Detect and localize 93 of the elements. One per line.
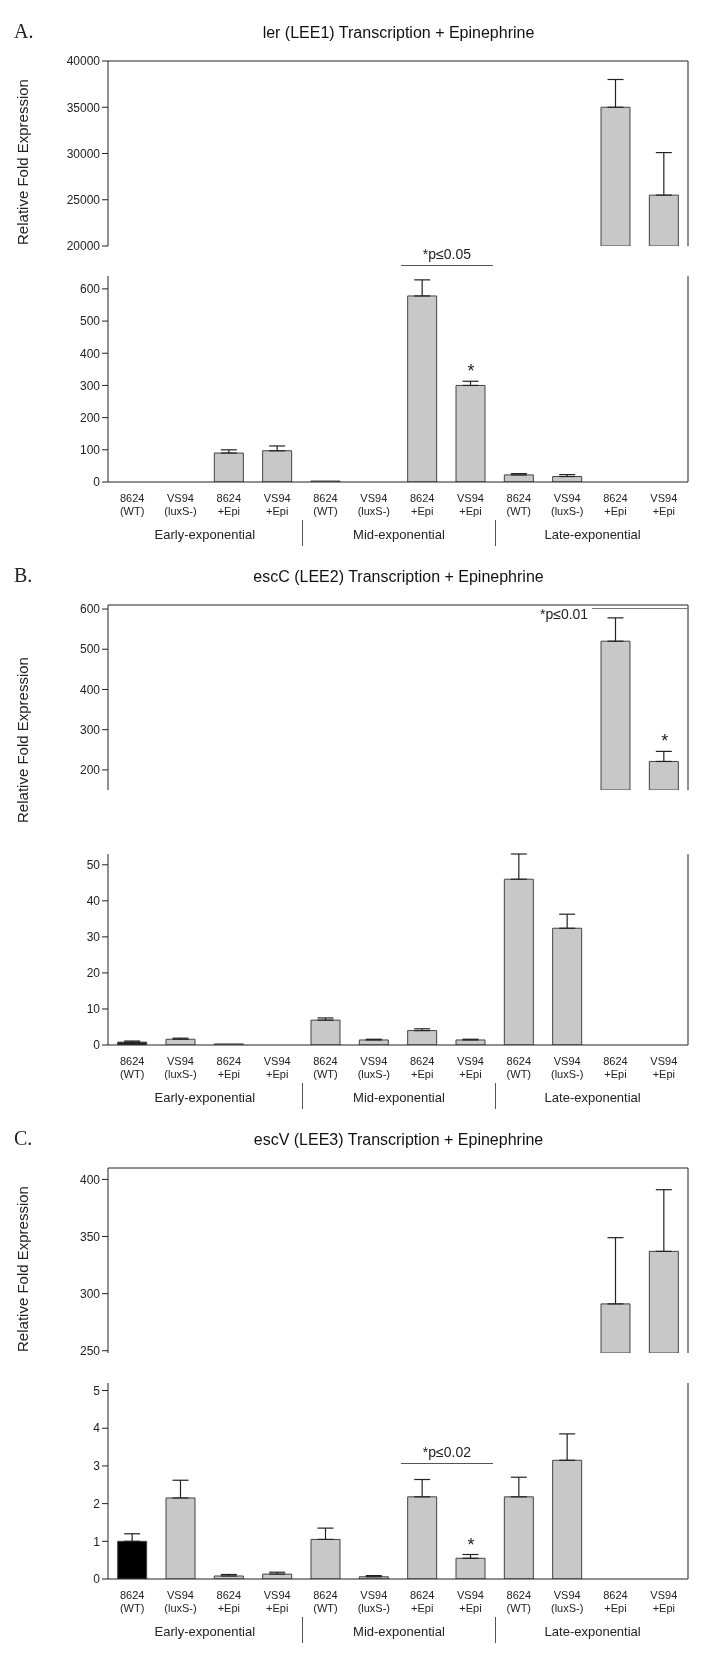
- y-axis-title: Relative Fold Expression: [13, 657, 31, 823]
- text: Early-exponential: [153, 1623, 257, 1641]
- y-tick-label: 0: [93, 475, 101, 490]
- y-tick-label: 300: [79, 722, 101, 737]
- annotation: *: [660, 731, 670, 753]
- x-tick-label: 8624 +Epi: [409, 1589, 435, 1614]
- y-tick-label: 20: [86, 966, 101, 981]
- x-tick-label: 8624 (WT): [313, 1589, 338, 1614]
- text: A.: [14, 20, 34, 43]
- x-tick-label: VS94 +Epi: [263, 1589, 291, 1614]
- y-tick-label: 300: [79, 1286, 101, 1301]
- y-tick-label: 600: [79, 282, 101, 297]
- y-axis-title: Relative Fold Expression: [13, 79, 31, 245]
- y-tick-label: 100: [79, 443, 101, 458]
- text: B.: [14, 564, 33, 587]
- y-tick-label: 0: [93, 1038, 101, 1053]
- y-tick-label: 5: [93, 1383, 101, 1398]
- y-tick-label: 500: [79, 642, 101, 657]
- y-tick-label: 1: [93, 1534, 101, 1549]
- x-tick-label: VS94 +Epi: [457, 492, 484, 517]
- text: Mid-exponential: [301, 1083, 496, 1109]
- y-tick-label: 200: [79, 410, 101, 425]
- y-tick-label: 30000: [66, 146, 101, 161]
- text: Late-exponential: [495, 1617, 689, 1643]
- x-tick-label: 8624 +Epi: [603, 1055, 628, 1080]
- text: Mid-exponential: [301, 1617, 496, 1643]
- annotation: *p≤0.05: [421, 246, 472, 264]
- x-tick-label: VS94 (luxS-): [357, 1055, 391, 1080]
- y-tick-label: 400: [79, 346, 101, 361]
- y-tick-label: 40: [86, 894, 101, 909]
- annotation: *: [466, 1534, 476, 1556]
- y-tick-label: 400: [79, 1172, 101, 1187]
- x-tick-label: VS94 (luxS-): [357, 1589, 391, 1614]
- x-tick-label: VS94 (luxS-): [550, 1589, 584, 1614]
- x-tick-label: 8624 (WT): [506, 492, 532, 517]
- x-tick-label: VS94 +Epi: [650, 1055, 678, 1080]
- x-tick-label: 8624 +Epi: [409, 492, 435, 517]
- text: Late-exponential: [495, 520, 689, 546]
- text: C.: [14, 1127, 33, 1150]
- x-tick-label: VS94 +Epi: [457, 1589, 484, 1614]
- text: Early-exponential: [153, 1089, 257, 1107]
- x-tick-label: 8624 +Epi: [409, 1055, 435, 1080]
- x-tick-label: VS94 +Epi: [650, 492, 678, 517]
- x-tick-label: 8624 +Epi: [216, 1055, 242, 1080]
- chart-title: ler (LEE1) Transcription + Epinephrine: [261, 24, 536, 42]
- y-tick-label: 400: [79, 682, 101, 697]
- x-tick-label: 8624 (WT): [506, 1055, 532, 1080]
- x-tick-label: 8624 (WT): [119, 1589, 145, 1614]
- y-tick-label: 0: [93, 1572, 101, 1587]
- y-axis-title: Relative Fold Expression: [13, 1186, 31, 1352]
- y-tick-label: 350: [79, 1229, 101, 1244]
- chart-title: escV (LEE3) Transcription + Epinephrine: [252, 1131, 545, 1149]
- y-tick-label: 20000: [66, 239, 101, 254]
- x-tick-label: VS94 (luxS-): [164, 1589, 197, 1614]
- x-tick-label: 8624 (WT): [119, 1055, 145, 1080]
- x-tick-label: 8624 +Epi: [603, 1589, 628, 1614]
- y-tick-label: 600: [79, 602, 101, 617]
- y-tick-label: 4: [93, 1421, 101, 1436]
- x-tick-label: VS94 +Epi: [650, 1589, 678, 1614]
- y-tick-label: 40000: [66, 54, 101, 69]
- y-tick-label: 3: [93, 1459, 101, 1474]
- x-tick-label: 8624 (WT): [506, 1589, 532, 1614]
- x-tick-label: VS94 (luxS-): [550, 1055, 584, 1080]
- x-tick-label: 8624 (WT): [313, 492, 338, 517]
- y-tick-label: 50: [86, 858, 101, 873]
- y-tick-label: 250: [79, 1343, 101, 1358]
- text: Late-exponential: [495, 1083, 689, 1109]
- x-tick-label: VS94 +Epi: [457, 1055, 484, 1080]
- y-tick-label: 25000: [66, 193, 101, 208]
- y-tick-label: 2: [93, 1496, 101, 1511]
- y-tick-label: 35000: [66, 100, 101, 115]
- text: Early-exponential: [153, 526, 257, 544]
- x-tick-label: VS94 (luxS-): [357, 492, 391, 517]
- y-tick-label: 30: [86, 930, 101, 945]
- x-tick-label: 8624 (WT): [313, 1055, 338, 1080]
- x-tick-label: 8624 +Epi: [216, 492, 242, 517]
- annotation: *: [466, 361, 476, 383]
- x-tick-label: VS94 +Epi: [263, 1055, 291, 1080]
- x-tick-label: VS94 +Epi: [263, 492, 291, 517]
- annotation: *p≤0.01: [539, 606, 589, 622]
- text: Mid-exponential: [301, 520, 496, 546]
- x-tick-label: VS94 (luxS-): [550, 492, 584, 517]
- x-tick-label: VS94 (luxS-): [164, 492, 197, 517]
- x-tick-label: 8624 +Epi: [216, 1589, 242, 1614]
- x-tick-label: 8624 +Epi: [603, 492, 628, 517]
- x-tick-label: 8624 (WT): [119, 492, 145, 517]
- y-tick-label: 10: [86, 1002, 101, 1017]
- x-tick-label: VS94 (luxS-): [164, 1055, 197, 1080]
- y-tick-label: 200: [79, 763, 101, 778]
- y-tick-label: 300: [79, 378, 101, 393]
- annotation: *p≤0.02: [421, 1444, 472, 1463]
- chart-title: escC (LEE2) Transcription + Epinephrine: [252, 568, 545, 586]
- y-tick-label: 500: [79, 314, 101, 329]
